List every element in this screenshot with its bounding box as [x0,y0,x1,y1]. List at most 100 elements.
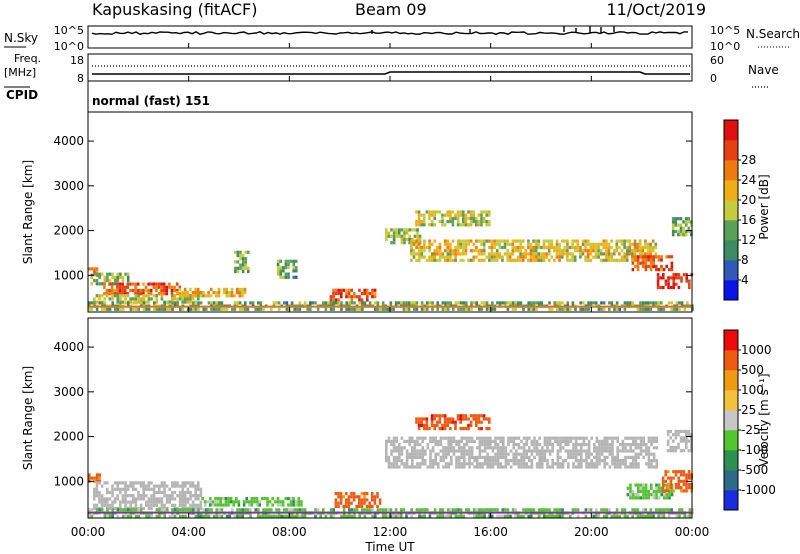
heatmap-cell [360,498,364,502]
heatmap-cell [456,245,460,250]
heatmap-cell [131,288,135,293]
heatmap-cell [111,272,114,276]
heatmap-cell [447,443,450,447]
heatmap-cell [259,514,263,518]
heatmap-cell [243,287,247,291]
heatmap-cell [587,443,591,447]
heatmap-cell [493,307,497,311]
heatmap-cell [398,443,401,447]
heatmap-cell [119,487,122,491]
heatmap-cell [665,496,669,500]
heatmap-cell [493,255,496,259]
heatmap-cell [425,245,429,250]
heatmap-cell [106,272,109,276]
heatmap-cell [279,275,282,279]
heatmap-cell [467,216,470,220]
heatmap-cell [634,455,638,459]
heatmap-cell [106,487,109,491]
heatmap-cell [682,226,685,230]
heatmap-cell [95,307,99,311]
heatmap-cell [632,439,635,443]
heatmap-cell [147,307,151,311]
heatmap-cell [548,439,552,443]
heatmap-cell [405,439,409,443]
heatmap-cell [421,446,424,450]
heatmap-cell [516,258,520,262]
heatmap-cell [418,462,422,466]
heatmap-cell [581,242,585,246]
heatmap-cell [410,242,413,246]
heatmap-cell [110,282,114,286]
heatmap-cell [423,249,426,253]
heatmap-cell [438,210,442,214]
heatmap-cell [423,223,426,227]
heatmap-cell [270,508,273,512]
heatmap-cell [665,483,669,487]
heatmap-cell [632,462,635,466]
heatmap-cell [553,301,556,305]
heatmap-cell [605,239,608,243]
heatmap-cell [405,452,409,456]
heatmap-cell [512,439,515,443]
heatmap-cell [576,242,580,246]
heatmap-cell [126,484,130,488]
heatmap-cell [429,459,432,463]
heatmap-cell [677,486,680,490]
heatmap-cell [181,508,185,512]
heatmap-cell [595,301,598,305]
heatmap-cell [545,252,548,256]
heatmap-cell [227,497,230,501]
heatmap-cell [457,443,461,447]
heatmap-cell [455,465,458,469]
heatmap-cell [425,417,429,421]
heatmap-cell [586,255,590,259]
heatmap-cell [205,514,208,518]
heatmap-cell [528,449,531,453]
heatmap-cell [224,500,228,504]
heatmap-cell [529,245,533,250]
heatmap-cell [395,459,398,463]
heatmap-cell [436,420,439,424]
heatmap-cell [535,462,539,466]
heatmap-cell [605,245,608,250]
heatmap-cell [475,417,478,421]
heatmap-cell [373,498,377,502]
heatmap-cell [615,258,619,262]
heatmap-cell [277,508,281,512]
heatmap-cell [631,301,634,305]
heatmap-cell [683,514,686,518]
heatmap-cell [165,288,169,293]
heatmap-cell [295,266,298,270]
heatmap-cell [166,508,169,512]
heatmap-cell [241,266,245,270]
heatmap-cell [467,417,470,421]
heatmap-cell [527,242,530,246]
heatmap-cell [227,503,230,507]
heatmap-cell [408,455,411,459]
heatmap-cell [498,245,502,250]
heatmap-cell [452,508,455,512]
heatmap-cell [566,252,569,256]
heatmap-cell [295,269,298,273]
heatmap-cell [446,417,449,421]
heatmap-cell [248,503,251,507]
heatmap-cell [632,465,635,469]
heatmap-cell [550,242,554,246]
heatmap-cell [428,427,431,431]
heatmap-cell [611,439,614,443]
heatmap-cell [626,486,630,490]
heatmap-cell [241,307,244,311]
heatmap-cell [650,465,653,469]
heatmap-cell [537,252,541,256]
heatmap-cell [365,492,369,496]
heatmap-cell [405,459,409,463]
heatmap-cell [629,489,632,494]
heatmap-cell [682,220,685,224]
heatmap-cell [111,487,114,491]
heatmap-cell [412,249,416,253]
heatmap-cell [574,307,577,311]
heatmap-cell [126,279,130,283]
heatmap-cell [337,301,341,305]
heatmap-cell [191,294,195,298]
heatmap-cell [576,249,580,253]
